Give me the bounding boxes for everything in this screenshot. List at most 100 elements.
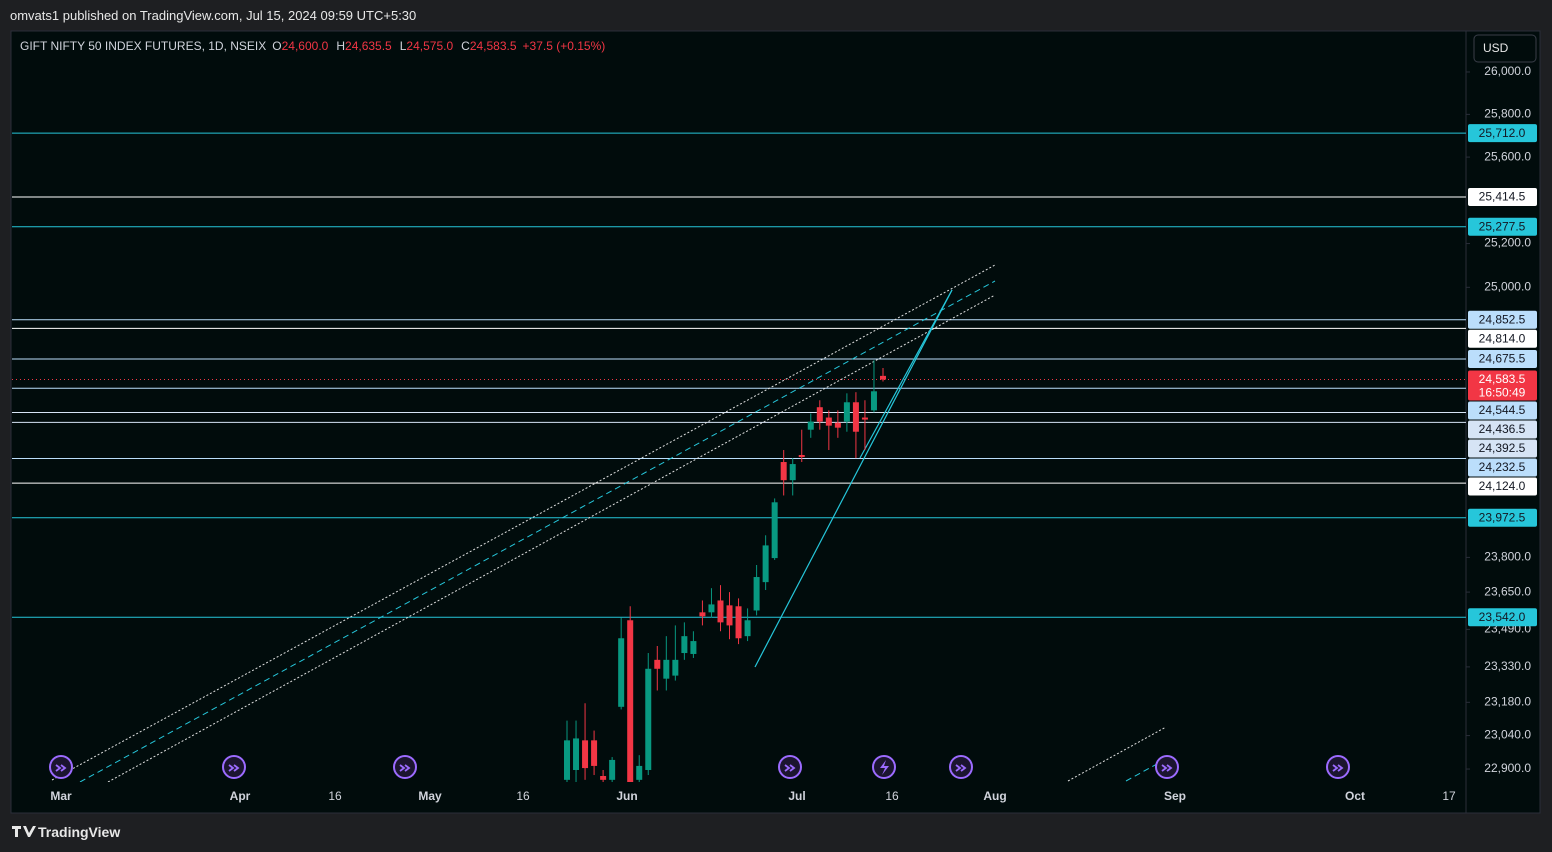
level-label: 24,124.0 <box>1479 479 1526 493</box>
currency-label[interactable]: USD <box>1483 41 1509 55</box>
level-tag <box>1468 608 1537 627</box>
candle-body <box>618 638 625 707</box>
ohlc-key: H <box>336 39 346 53</box>
candle-body <box>870 391 877 411</box>
y-tick-label: 23,800.0 <box>1484 550 1531 564</box>
level-tag <box>1468 350 1537 369</box>
candle-body <box>825 417 832 426</box>
candle-body <box>762 545 769 583</box>
y-tick-label: 23,330.0 <box>1484 659 1531 673</box>
level-label: 24,814.0 <box>1479 331 1526 345</box>
candle-body <box>880 375 886 380</box>
candle-body <box>816 407 823 422</box>
candle-body <box>663 659 670 679</box>
x-tick-label: Jul <box>788 789 805 803</box>
x-tick-label: 16 <box>328 789 342 803</box>
trend-line <box>754 289 953 668</box>
y-tick-label: 23,040.0 <box>1484 728 1531 742</box>
currency-button[interactable] <box>1473 34 1537 63</box>
level-label: 24,436.5 <box>1479 422 1526 436</box>
drawings <box>51 264 1167 782</box>
candle-body <box>627 620 634 782</box>
last-price-tag <box>1468 370 1537 401</box>
x-tick-label: 16 <box>516 789 530 803</box>
symbol-legend: GIFT NIFTY 50 INDEX FUTURES, 1D, NSEIX O 2… <box>20 39 605 53</box>
level-label: 23,972.5 <box>1479 510 1526 524</box>
level-label: 24,852.5 <box>1479 312 1526 326</box>
last-price-label: 24,583.5 <box>1479 372 1526 386</box>
x-tick-label: 16 <box>885 789 899 803</box>
candle-body <box>582 740 589 769</box>
level-tag <box>1468 310 1537 329</box>
x-tick-label: Mar <box>50 789 72 803</box>
y-tick-label: 23,180.0 <box>1484 694 1531 708</box>
candle-body <box>609 759 616 780</box>
level-label: 24,392.5 <box>1479 441 1526 455</box>
x-tick-label: 17 <box>1442 789 1456 803</box>
candle-body <box>654 659 661 669</box>
level-tag <box>1468 458 1537 477</box>
channel-mid-2 <box>1125 758 1167 782</box>
price-change: +37.5 (+0.15%) <box>522 39 606 53</box>
level-label: 25,414.5 <box>1479 190 1526 204</box>
level-tag <box>1468 439 1537 458</box>
candle-body <box>600 775 607 780</box>
level-tag <box>1468 329 1537 348</box>
tv-logo <box>12 826 36 837</box>
level-label: 24,232.5 <box>1479 460 1526 474</box>
candle-body <box>780 462 787 481</box>
candle-body <box>861 417 868 420</box>
trend-line <box>859 289 953 459</box>
x-tick-label: Sep <box>1164 789 1186 803</box>
y-tick-label: 25,000.0 <box>1484 279 1531 293</box>
candle-body <box>564 740 570 780</box>
x-tick-label: Aug <box>983 789 1006 803</box>
candle-body <box>834 422 841 428</box>
candle-body <box>789 464 796 481</box>
level-tag <box>1468 124 1537 143</box>
channel-mid <box>79 280 996 782</box>
level-label: 24,675.5 <box>1479 352 1526 366</box>
ohlc-value: 24,635.5 <box>345 39 392 53</box>
ohlc-value: 24,600.0 <box>281 39 329 53</box>
y-tick-label: 25,200.0 <box>1484 236 1531 250</box>
event-icons <box>49 755 1350 779</box>
level-tag <box>1468 477 1537 496</box>
candle-body <box>708 604 715 613</box>
ohlc-key: C <box>461 39 470 53</box>
channel-upper-2 <box>1067 726 1167 782</box>
level-label: 23,542.0 <box>1479 610 1526 624</box>
countdown: 16:50:49 <box>1479 386 1526 400</box>
candle-body <box>744 620 751 637</box>
ohlc-key: L <box>399 39 407 53</box>
candle-body <box>771 502 778 559</box>
x-tick-label: Apr <box>230 789 251 803</box>
candle-body <box>645 668 652 770</box>
level-tag <box>1468 217 1537 236</box>
candle-body <box>681 636 688 654</box>
y-tick-label: 25,800.0 <box>1484 107 1531 121</box>
x-tick-label: May <box>418 789 442 803</box>
level-tag <box>1468 420 1537 439</box>
candle-body <box>798 455 805 458</box>
level-tag <box>1468 188 1537 207</box>
channel-upper <box>51 264 996 781</box>
ohlc-value: 24,575.0 <box>406 39 454 53</box>
candle-body <box>852 402 859 432</box>
candle-body <box>591 740 598 766</box>
y-tick-label: 26,000.0 <box>1484 64 1531 78</box>
x-tick-label: Oct <box>1345 789 1365 803</box>
x-tick-label: Jun <box>616 789 637 803</box>
candle-body <box>726 605 733 626</box>
candle-body <box>699 612 706 617</box>
channel-lower <box>107 294 996 782</box>
candle-body <box>573 738 580 770</box>
y-tick-label: 23,650.0 <box>1484 584 1531 598</box>
candle-body <box>807 421 814 430</box>
publish-header: omvats1 published on TradingView.com, Ju… <box>10 8 417 23</box>
candle-body <box>735 606 742 639</box>
candle-body <box>717 600 724 623</box>
footer-brand: TradingView <box>38 824 121 840</box>
